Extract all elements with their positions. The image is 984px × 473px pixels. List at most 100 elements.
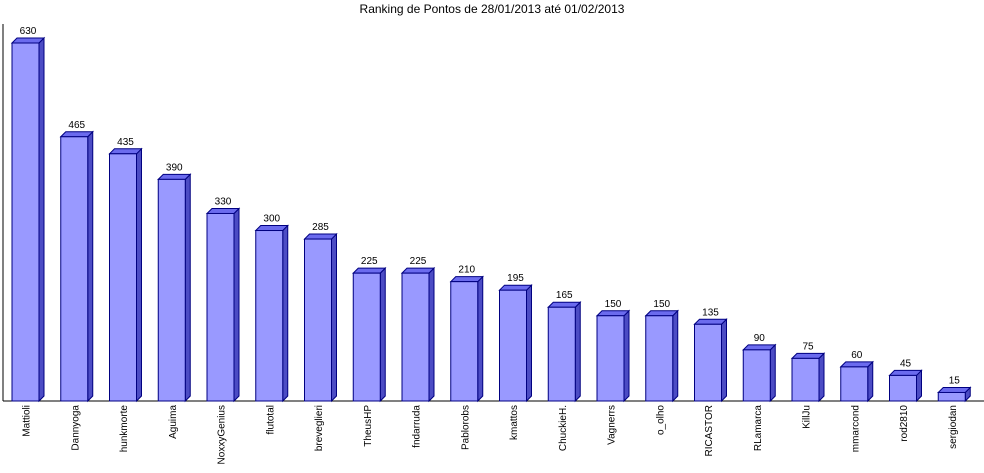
bar (596, 315, 625, 402)
bar-top (888, 369, 923, 376)
x-tick-label: NoxxyGenius (217, 405, 228, 464)
bar (255, 230, 284, 402)
value-label: 90 (754, 333, 766, 344)
bar-side (379, 266, 386, 403)
x-tick-label: hunkmorte (119, 405, 130, 453)
value-label: 435 (117, 137, 134, 148)
value-label: 60 (851, 350, 863, 361)
x-tick-label: mmarcond (850, 405, 861, 452)
bar-top (449, 276, 484, 283)
bar (401, 272, 430, 402)
value-label: 75 (802, 341, 814, 352)
bar-top (400, 267, 436, 274)
value-label: 165 (556, 290, 573, 301)
bar-top (693, 318, 728, 325)
bar (791, 357, 820, 402)
bar-top (742, 344, 777, 351)
bar (11, 42, 40, 402)
bar (499, 289, 527, 402)
bar (304, 238, 332, 402)
bar-top (205, 207, 241, 214)
x-tick-label: sergiodan (948, 405, 959, 449)
bar-side (769, 343, 776, 403)
chart-title: Ranking de Pontos de 28/01/2013 até 01/0… (360, 2, 625, 16)
x-tick-label: Aguima (168, 405, 179, 439)
bar-side (867, 360, 874, 403)
x-tick-label: rod2810 (899, 405, 910, 442)
bar-side (331, 232, 337, 403)
bar-side (477, 275, 484, 403)
bar-side (818, 352, 825, 403)
bar (157, 178, 186, 402)
value-label: 150 (605, 299, 622, 310)
bar-side (721, 318, 727, 403)
x-tick-label: Mattioli (22, 405, 33, 437)
bar-side (428, 266, 435, 403)
value-label: 465 (68, 120, 85, 131)
value-label: 300 (263, 214, 280, 225)
value-label: 225 (410, 256, 427, 267)
bar-top (59, 131, 94, 138)
x-tick-label: TheusHP (363, 405, 374, 447)
bar-top (108, 148, 143, 155)
bar-side (38, 36, 45, 403)
bar (889, 374, 917, 402)
bar (742, 349, 771, 402)
bar (694, 323, 722, 402)
bar (450, 281, 479, 402)
bar (547, 306, 576, 402)
value-label: 135 (702, 307, 719, 318)
value-label: 210 (458, 265, 475, 276)
bar-top (595, 310, 631, 317)
value-label: 195 (507, 273, 524, 284)
value-label: 15 (949, 375, 961, 386)
x-tick-label: breveglieri (314, 405, 325, 451)
value-label: 45 (900, 358, 912, 369)
value-label: 150 (653, 299, 670, 310)
bar-top (839, 361, 874, 368)
bar-top (790, 352, 826, 359)
bar-top (644, 310, 679, 317)
bar-top (352, 267, 387, 274)
bar (937, 391, 966, 402)
bar-top (547, 301, 582, 308)
x-tick-label: fndarruda (412, 405, 423, 448)
bar (206, 212, 235, 402)
x-tick-label: o_olho (655, 405, 666, 435)
bar-top (10, 37, 46, 44)
bar-side (672, 309, 679, 403)
bar-top (498, 284, 533, 291)
x-tick-label: RICASTOR (704, 405, 715, 457)
bar (109, 153, 137, 402)
bar-side (623, 309, 630, 403)
bar-top (303, 233, 338, 240)
x-tick-label: ChuckieH. (558, 405, 569, 451)
x-tick-label: kmattos (509, 405, 520, 440)
bar-side (136, 147, 142, 403)
x-tick-label: KillJu (802, 405, 813, 429)
x-tick-label: Vagnerrs (607, 405, 618, 445)
bar-side (87, 130, 94, 403)
bar-side (282, 224, 289, 403)
value-label: 390 (166, 162, 183, 173)
bar (840, 366, 869, 402)
bar-side (184, 173, 191, 403)
x-tick-label: Dannyoga (70, 405, 81, 451)
x-tick-label: Pablorobs (460, 405, 471, 450)
bar (645, 315, 674, 402)
bar-side (574, 301, 581, 403)
bar-top (157, 173, 192, 180)
bar (60, 136, 89, 402)
x-tick-label: RLamarca (753, 405, 764, 452)
bar-top (937, 386, 972, 393)
bar (352, 272, 381, 402)
value-label: 285 (312, 222, 329, 233)
value-label: 630 (20, 26, 37, 37)
bar-side (526, 283, 532, 403)
bar-side (233, 207, 240, 403)
x-tick-label: flutotal (265, 405, 276, 434)
value-label: 225 (361, 256, 378, 267)
bar-top (254, 225, 289, 232)
